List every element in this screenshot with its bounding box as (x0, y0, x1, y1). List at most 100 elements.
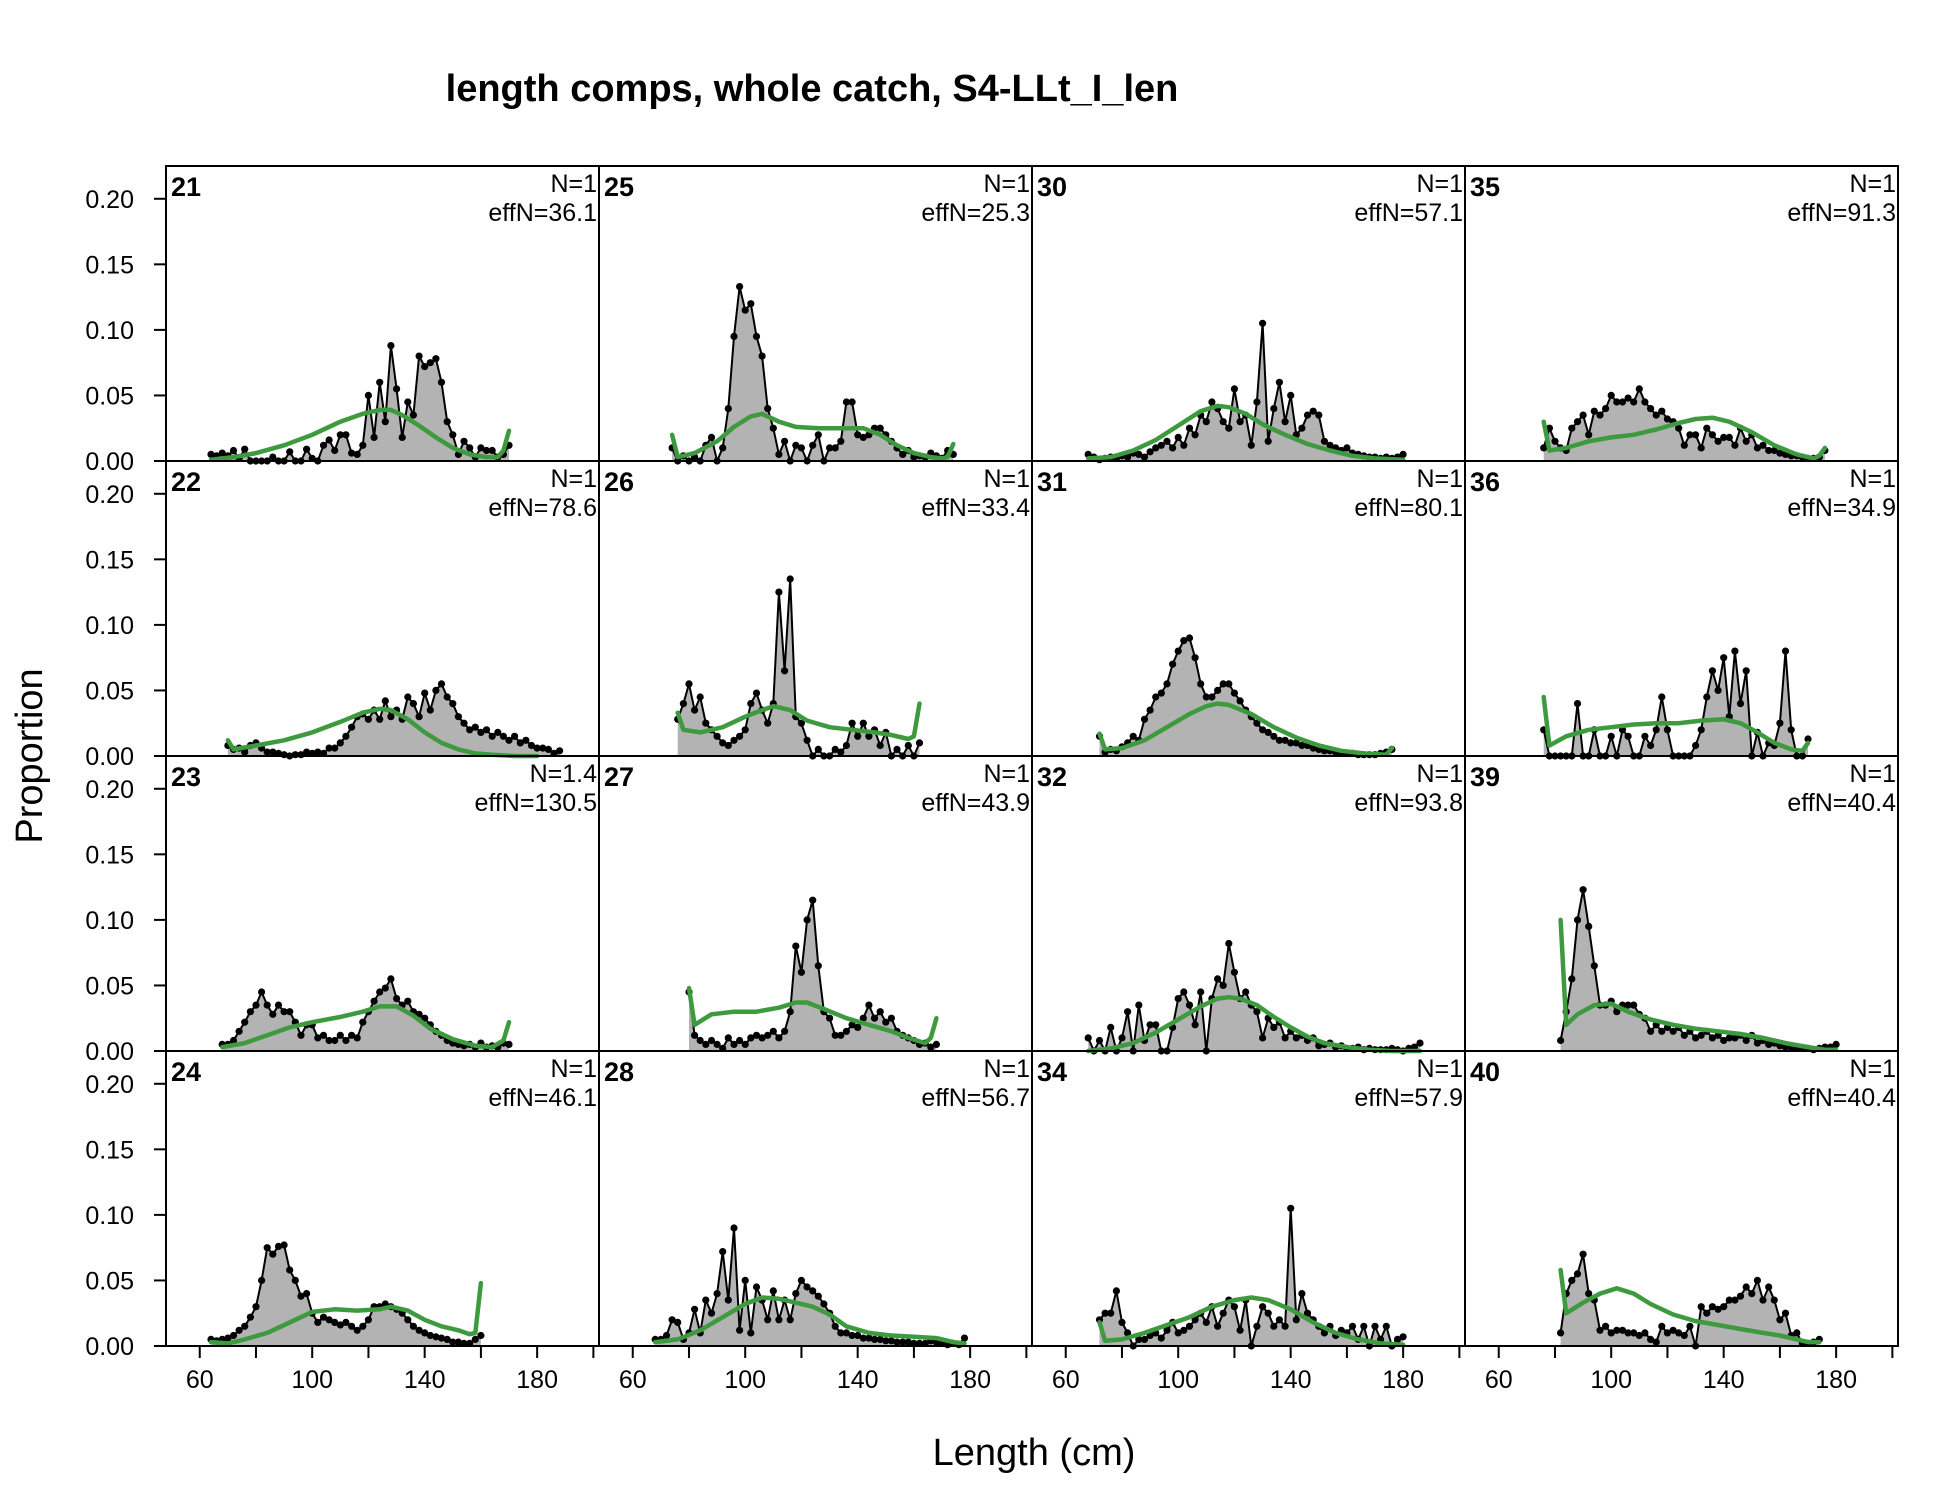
expected-line (1558, 917, 1839, 1052)
observed-point (932, 1040, 941, 1048)
observed-point (674, 1318, 682, 1326)
observed-point (1360, 1322, 1368, 1330)
observed-point (1573, 418, 1582, 426)
x-tick-label: 100 (291, 1366, 333, 1394)
panel-label: 26 (604, 467, 634, 497)
observed-point (769, 1027, 777, 1035)
x-axis-title: Length (cm) (933, 1432, 1136, 1474)
observed-point (1208, 398, 1216, 406)
observed-point (1303, 1309, 1312, 1317)
observed-point (1720, 433, 1728, 441)
observed-point (1180, 637, 1188, 645)
observed-point (319, 441, 328, 449)
observed-point (1725, 1296, 1733, 1304)
observed-point (865, 1334, 873, 1342)
observed-point (1202, 693, 1210, 701)
panel-effn-label: effN=40.4 (1787, 789, 1896, 817)
observed-point (454, 713, 462, 721)
observed-point (505, 736, 513, 744)
observed-point (286, 1008, 294, 1016)
observed-point (421, 363, 429, 371)
observed-point (876, 741, 884, 750)
panel-effn-label: effN=57.1 (1354, 199, 1463, 227)
observed-point (831, 1322, 839, 1330)
observed-point (516, 739, 524, 747)
y-axis-row-1: 0.00 0.05 0.10 0.15 0.20 (85, 186, 167, 476)
observed-point (1253, 719, 1261, 727)
panel-n-label: N=1 (1416, 465, 1463, 493)
observed-point (460, 719, 468, 727)
observed-point (741, 1040, 749, 1048)
observed-point (724, 1034, 732, 1042)
observed-point (1230, 968, 1238, 976)
observed-point (364, 1316, 372, 1324)
observed-point (1742, 667, 1750, 675)
observed-point (1607, 391, 1615, 399)
observed-point (758, 1034, 766, 1042)
observed-point (1692, 741, 1700, 750)
y-tick-label: 0.15 (85, 251, 134, 279)
panel-n-label: N=1 (1849, 1055, 1896, 1083)
panel-effn-label: effN=57.9 (1354, 1084, 1463, 1112)
observed-point (1230, 1303, 1238, 1311)
panel-effn-label: effN=91.3 (1787, 199, 1896, 227)
observed-point (1264, 728, 1272, 737)
observed-point (915, 739, 924, 747)
observed-point (1219, 981, 1227, 990)
observed-point (269, 453, 277, 461)
observed-point (893, 1338, 901, 1346)
panel-n-label: N=1 (1849, 760, 1896, 788)
observed-point (1264, 437, 1272, 445)
observed-point (775, 450, 783, 458)
observed-line (1098, 1208, 1404, 1350)
observed-point (263, 1001, 271, 1009)
observed-point (1647, 741, 1655, 750)
observed-point (1675, 424, 1683, 432)
observed-point (331, 1036, 339, 1045)
observed-point (1169, 660, 1177, 668)
panel-n-label: N=1 (983, 760, 1030, 788)
observed-point (381, 418, 389, 426)
observed-point (314, 1318, 322, 1326)
observed-point (398, 433, 406, 441)
observed-points (1540, 385, 1829, 462)
observed-point (764, 719, 772, 727)
observed-point (1253, 1322, 1261, 1330)
observed-point (1624, 732, 1632, 740)
panel-label: 23 (171, 762, 201, 792)
observed-point (437, 378, 446, 386)
observed-point (736, 1326, 744, 1334)
panel-label: 36 (1470, 467, 1500, 497)
observed-point (1202, 1318, 1210, 1326)
x-tick-label: 140 (1270, 1366, 1312, 1394)
observed-point (1725, 1034, 1733, 1042)
observed-point (1292, 1034, 1300, 1042)
panel-label: 34 (1037, 1057, 1067, 1087)
observed-point (809, 1287, 817, 1295)
observed-point (466, 726, 474, 734)
observed-point (1197, 680, 1205, 688)
observed-point (1320, 1329, 1328, 1337)
observed-point (719, 739, 727, 747)
observed-point (764, 405, 772, 413)
y-tick-label: 0.20 (85, 1071, 134, 1099)
observed-point (736, 1036, 744, 1045)
observed-point (1663, 415, 1671, 423)
observed-area (1099, 638, 1392, 756)
observed-point (1348, 1322, 1357, 1330)
observed-point (1641, 398, 1649, 406)
y-tick-label: 0.05 (85, 382, 134, 410)
observed-point (848, 398, 856, 406)
observed-point (1720, 1303, 1728, 1311)
observed-point (342, 431, 350, 439)
observed-point (336, 431, 344, 439)
observed-point (854, 1331, 862, 1340)
observed-point (1281, 1034, 1289, 1042)
observed-point (1174, 1329, 1182, 1337)
observed-point (1759, 441, 1767, 449)
panel-n-label: N=1 (983, 1055, 1030, 1083)
observed-point (359, 1322, 367, 1330)
